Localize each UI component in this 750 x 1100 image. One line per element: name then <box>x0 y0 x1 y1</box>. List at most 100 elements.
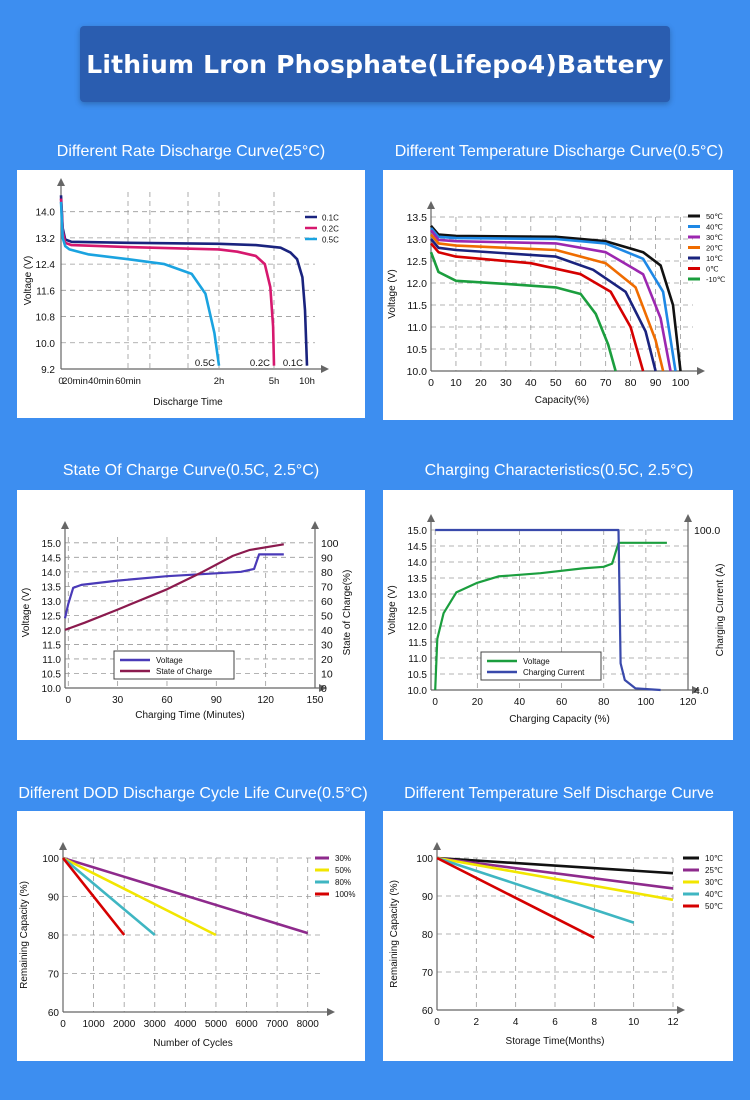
y-tick-label: 12.4 <box>36 260 56 271</box>
y-tick-label: 90 <box>48 893 60 904</box>
y-tick-label: 11.0 <box>42 655 61 666</box>
series-line-Voltage <box>434 541 667 691</box>
chart-rate-discharge-panel: 9.2 10.0 10.8 11.6 12.4 13.2 14.0 0 20min 40min 60… <box>17 170 365 418</box>
right-y-tick-label: 100.0 <box>694 525 720 537</box>
x-tick-label: 10 <box>628 1017 640 1028</box>
x-tick-label: 60 <box>575 377 587 389</box>
legend-label: 40℃ <box>705 890 723 899</box>
legend-label: 25℃ <box>705 866 723 875</box>
series-line-0.2C <box>59 198 276 366</box>
y-tick-label: 12.0 <box>408 622 428 633</box>
y-tick-label: 10.5 <box>408 670 428 681</box>
series-line-0℃ <box>430 242 645 372</box>
x-tick-label: 20 <box>475 377 487 389</box>
x-tick-label: 90 <box>650 377 662 389</box>
right-y-tick-label: 0 <box>321 683 327 695</box>
x-tick-label: 30 <box>500 377 512 389</box>
x-tick-label: 80 <box>598 697 610 708</box>
y-tick-label: 13.5 <box>408 574 428 585</box>
series-line-10℃ <box>436 856 674 875</box>
y-tick-label: 70 <box>48 970 60 981</box>
axis-arrow <box>321 365 329 373</box>
series-line-30% <box>62 856 309 935</box>
y-tick-label: 11.6 <box>36 286 55 297</box>
series-line-40℃ <box>436 856 635 924</box>
y-tick-label: 15.0 <box>42 539 62 550</box>
axis-arrow <box>692 686 700 694</box>
right-y-tick-label: 40 <box>321 625 333 637</box>
series-line-50% <box>62 856 217 937</box>
y-tick-label: 13.0 <box>407 234 428 246</box>
y-tick-label: 14.5 <box>408 542 428 553</box>
x-tick-label: 100 <box>638 697 655 708</box>
legend-label: 30% <box>335 854 351 863</box>
legend-box <box>480 651 602 681</box>
legend-label: 30℃ <box>705 878 723 887</box>
y-tick-label: 10.5 <box>42 669 62 680</box>
y-tick-label: 10.5 <box>407 344 428 356</box>
chart-charging-characteristics: 10.0 10.5 11.0 11.5 12.0 12.5 13.0 13.5 14.0 14.5… <box>387 514 726 725</box>
axis-arrow <box>684 514 692 522</box>
x-tick-label: 0 <box>434 1017 440 1028</box>
x-axis-label: Charging Capacity (%) <box>509 714 610 725</box>
x-tick-label: 5000 <box>205 1019 228 1030</box>
x-tick-label: 120 <box>680 697 697 708</box>
legend-label: 10℃ <box>705 854 723 863</box>
chart-title-state-of-charge: State Of Charge Curve(0.5C, 2.5°C) <box>62 462 320 479</box>
curve-end-label: 0.5C <box>195 358 215 369</box>
chart-state-of-charge-panel: 10.0 10.5 11.0 11.5 12.0 12.5 13.0 13.5 14.0 14.5… <box>17 490 365 740</box>
y-axis-label: Remaining Capacity (%) <box>389 880 400 988</box>
x-tick-label: 10h <box>299 376 315 387</box>
right-y-tick-label: 90 <box>321 552 333 564</box>
y-tick-label: 70 <box>422 968 434 979</box>
x-tick-label: 30 <box>112 695 124 706</box>
series-line-25℃ <box>436 856 674 890</box>
x-axis-label: Capacity(%) <box>535 395 589 406</box>
y-tick-label: 13.5 <box>42 582 62 593</box>
y-tick-label: 11.5 <box>408 638 427 649</box>
x-tick-label: 0 <box>66 695 72 706</box>
right-y-axis-label: Charging Current (A) <box>715 564 726 657</box>
series-line-20℃ <box>430 233 665 372</box>
right-y-tick-label: 4.0 <box>694 685 709 697</box>
series-line-40℃ <box>430 227 677 372</box>
x-tick-label: 80 <box>625 377 637 389</box>
x-tick-label: 0 <box>58 376 63 387</box>
y-tick-label: 80 <box>422 930 434 941</box>
y-tick-label: 100 <box>416 854 433 865</box>
x-tick-label: 5h <box>269 376 280 387</box>
banner: Lithium Lron Phosphate(Lifepo4)Battery <box>80 26 670 102</box>
x-axis-label: Discharge Time <box>153 397 223 408</box>
right-y-tick-label: 30 <box>321 639 333 651</box>
y-axis-label: Voltage (V) <box>387 585 398 634</box>
series-line-80% <box>62 857 156 936</box>
y-tick-label: 15.0 <box>408 526 428 537</box>
axis-arrow <box>433 842 441 850</box>
right-y-tick-label: 50 <box>321 610 333 622</box>
x-tick-label: 2h <box>214 376 225 387</box>
curve-end-label: 0.1C <box>283 358 303 369</box>
right-y-tick-label: 80 <box>321 567 333 579</box>
x-tick-label: 0 <box>428 377 434 389</box>
right-y-tick-label: 60 <box>321 596 333 608</box>
x-tick-label: 8 <box>592 1017 598 1028</box>
y-axis-label: Voltage (V) <box>21 588 32 637</box>
chart-title-charging-characteristics: Charging Characteristics(0.5C, 2.5°C) <box>424 462 694 479</box>
x-tick-label: 12 <box>667 1017 679 1028</box>
chart-dod-cycle-life-panel: 60 70 80 90 100 0 1000 2000 3000 4000 5000 6000 7000… <box>17 811 365 1061</box>
x-tick-label: 50 <box>550 377 562 389</box>
legend-label: Voltage <box>156 656 183 665</box>
y-tick-label: 11.5 <box>42 640 61 651</box>
y-tick-label: 11.0 <box>408 654 427 665</box>
chart-charging-characteristics-panel: 10.0 10.5 11.0 11.5 12.0 12.5 13.0 13.5 14.0 14.5… <box>383 490 733 740</box>
y-tick-label: 13.2 <box>36 234 56 245</box>
right-y-tick-label: 70 <box>321 581 333 593</box>
y-tick-label: 12.5 <box>408 606 428 617</box>
y-axis-label: Voltage (V) <box>23 256 34 305</box>
legend-label: 100% <box>335 890 355 899</box>
legend-label: -10℃ <box>706 275 726 284</box>
series-line-50℃ <box>430 224 682 372</box>
y-tick-label: 14.0 <box>36 208 56 219</box>
right-y-tick-label: 10 <box>321 668 333 680</box>
